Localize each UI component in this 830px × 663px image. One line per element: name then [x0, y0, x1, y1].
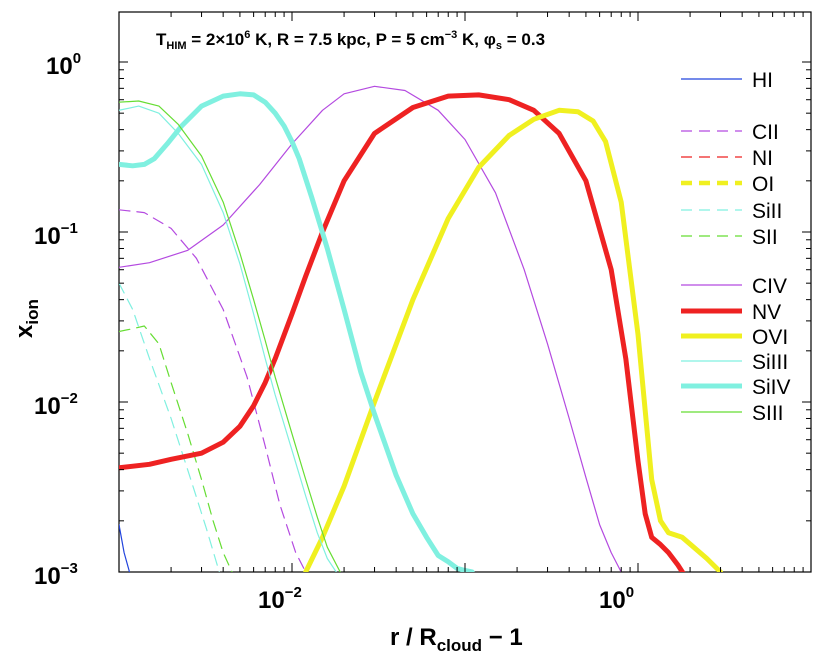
- legend-label-ni: NI: [752, 147, 773, 170]
- x-tick-labels: 10−2 100: [258, 584, 634, 614]
- legend-label-siii: SiII: [752, 200, 782, 223]
- title-phi: φ: [484, 30, 496, 49]
- series-line-siiv: [119, 91, 475, 572]
- series-line-siiii: [119, 105, 337, 572]
- y-tick-exponent: −2: [61, 390, 78, 407]
- series-line-nv: [119, 92, 686, 572]
- y-tick-exponent: −3: [61, 560, 78, 577]
- y-tick-base: 10: [34, 393, 61, 420]
- x-axis-title-tail: − 1: [482, 624, 523, 651]
- y-tick-base: 10: [34, 223, 61, 250]
- x-tick-exponent: −2: [285, 584, 302, 601]
- title-t: T: [156, 30, 167, 49]
- x-tick-exponent: 0: [626, 584, 634, 601]
- legend-label-cii: CII: [752, 121, 779, 144]
- legend-label-siii-ion: SIII: [752, 402, 784, 425]
- series-line-siii: [119, 100, 341, 572]
- series-line-sii: [119, 325, 233, 572]
- x-axis-title-subscript: cloud: [437, 636, 482, 655]
- legend-label-oi: OI: [752, 173, 774, 196]
- series-line-siii: [119, 282, 220, 572]
- y-axis-title-subscript: ion: [23, 299, 42, 325]
- x-tick-base: 10: [258, 587, 285, 614]
- legend-label-hi: HI: [752, 69, 773, 92]
- legend-label-ovi: OVI: [752, 326, 788, 349]
- title-eq2: = 0.3: [502, 30, 545, 49]
- series-line-ovi: [303, 107, 723, 572]
- title-times: ×: [215, 30, 225, 49]
- x-tick-label: 100: [599, 584, 634, 614]
- legend-label-siiv: SiIV: [752, 376, 791, 399]
- legend-label-sii: SII: [752, 226, 778, 249]
- y-tick-labels: 10−3 10−2 10−1 100: [34, 50, 81, 590]
- x-axis-title-main: r / R: [390, 624, 437, 651]
- x-axis-title: r / Rcloud − 1: [390, 624, 523, 655]
- y-tick-exponent: 0: [73, 50, 81, 67]
- title-unit-k2: K,: [457, 30, 483, 49]
- title-unit-k1: K, R = 7.5 kpc, P = 5 cm: [250, 30, 444, 49]
- tick-layer: [118, 12, 811, 573]
- legend: HI CII NI OI SiII SII CIV NV OVI SiIII S…: [681, 69, 791, 425]
- title-t-subscript: HIM: [166, 40, 186, 52]
- legend-label-nv: NV: [752, 301, 781, 324]
- series-line-cii: [119, 209, 307, 572]
- y-tick-label: 10−3: [34, 560, 78, 590]
- y-tick-label: 100: [46, 50, 81, 80]
- title-ten: 10: [225, 30, 244, 49]
- series-line-hi: [119, 523, 131, 572]
- y-axis-title-main: x: [11, 324, 38, 338]
- y-tick-label: 10−2: [34, 390, 78, 420]
- legend-label-siiii: SiIII: [752, 351, 788, 374]
- legend-label-civ: CIV: [752, 275, 787, 298]
- y-tick-exponent: −1: [61, 220, 78, 237]
- title-p-exponent: −3: [445, 29, 458, 41]
- x-tick-base: 10: [599, 587, 626, 614]
- y-axis-title: xion: [11, 299, 42, 338]
- series-line-civ: [119, 85, 622, 572]
- x-tick-label: 10−2: [258, 584, 302, 614]
- y-tick-label: 10−1: [34, 220, 78, 250]
- y-tick-base: 10: [34, 563, 61, 590]
- title-eq1: = 2: [187, 30, 216, 49]
- title-phi-subscript: s: [496, 40, 502, 52]
- chart-title: THIM = 2×106 K, R = 7.5 kpc, P = 5 cm−3 …: [156, 29, 545, 52]
- y-tick-base: 10: [46, 53, 73, 80]
- series-layer: [119, 85, 723, 572]
- title-ten-exponent: 6: [244, 29, 250, 41]
